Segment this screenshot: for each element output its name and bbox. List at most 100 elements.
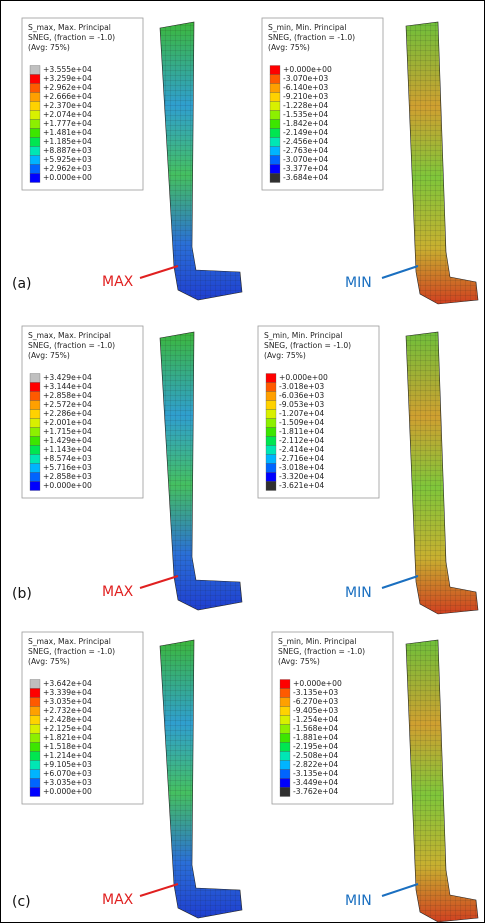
legend-swatch <box>30 147 40 156</box>
legend-label: +1.214e+04 <box>43 751 92 760</box>
legend-swatch <box>280 743 290 752</box>
legend-label: -3.377e+04 <box>283 164 328 173</box>
legend-swatch <box>30 129 40 138</box>
legend-label: -3.018e+04 <box>279 463 324 472</box>
legend-label: +3.144e+04 <box>43 382 92 391</box>
legend-swatch <box>266 455 276 464</box>
legend-label: +2.572e+04 <box>43 400 92 409</box>
legend-swatch <box>266 446 276 455</box>
legend-swatch <box>280 707 290 716</box>
legend-label: +3.642e+04 <box>43 679 92 688</box>
legend-label: -1.207e+04 <box>279 409 324 418</box>
legend-title: S_max, Max. Principal <box>28 23 111 32</box>
min-label: MIN <box>345 585 372 601</box>
legend-swatch <box>30 84 40 93</box>
legend-swatch <box>30 770 40 779</box>
fe-mesh <box>160 22 242 300</box>
legend-swatch <box>30 725 40 734</box>
legend-label: -1.509e+04 <box>279 418 324 427</box>
legend-swatch <box>30 120 40 129</box>
legend-label: +3.259e+04 <box>43 74 92 83</box>
max-arrow <box>140 266 178 278</box>
legend-swatch <box>30 464 40 473</box>
legend-swatch <box>30 392 40 401</box>
legend-swatch <box>266 392 276 401</box>
legend-title: SNEG, (fraction = -1.0) <box>268 33 355 42</box>
min-arrow <box>382 266 418 278</box>
legend-title: SNEG, (fraction = -1.0) <box>264 341 351 350</box>
legend-swatch <box>270 165 280 174</box>
legend-swatch <box>270 138 280 147</box>
legend-label: -2.508e+04 <box>293 751 338 760</box>
legend-label: +1.821e+04 <box>43 733 92 742</box>
legend-swatch <box>30 482 40 491</box>
legend-label: +6.070e+03 <box>43 769 92 778</box>
legend-swatch <box>30 716 40 725</box>
legend-label: +0.000e+00 <box>43 481 92 490</box>
min-arrow <box>382 884 418 896</box>
legend-label: +3.035e+04 <box>43 697 92 706</box>
legend-swatch <box>280 779 290 788</box>
legend-swatch <box>280 698 290 707</box>
legend-swatch <box>270 174 280 183</box>
fe-mesh <box>160 640 242 918</box>
legend-label: +5.925e+03 <box>43 155 92 164</box>
max-label: MAX <box>102 892 134 908</box>
legend-label: -9.210e+03 <box>283 92 328 101</box>
max-label: MAX <box>102 584 134 600</box>
legend-label: -2.822e+04 <box>293 760 338 769</box>
min-label: MIN <box>345 893 372 909</box>
legend-title: (Avg: 75%) <box>268 43 310 52</box>
legend-title: SNEG, (fraction = -1.0) <box>28 341 115 350</box>
legend-label: +1.143e+04 <box>43 445 92 454</box>
legend-swatch <box>270 84 280 93</box>
legend-label: -1.568e+04 <box>293 724 338 733</box>
legend-swatch <box>30 102 40 111</box>
legend-label: -1.842e+04 <box>283 119 328 128</box>
legend-label: -2.716e+04 <box>279 454 324 463</box>
legend-label: -3.070e+03 <box>283 74 328 83</box>
legend-swatch <box>30 707 40 716</box>
min-arrow <box>382 576 418 588</box>
panel-label: (a) <box>12 276 32 292</box>
legend-label: +8.574e+03 <box>43 454 92 463</box>
legend-swatch <box>270 93 280 102</box>
legend-swatch <box>280 752 290 761</box>
legend-label: -6.140e+03 <box>283 83 328 92</box>
legend-label: -2.195e+04 <box>293 742 338 751</box>
legend-swatch <box>30 174 40 183</box>
legend-label: -6.036e+03 <box>279 391 324 400</box>
legend-swatch <box>30 75 40 84</box>
legend-label: -3.449e+04 <box>293 778 338 787</box>
legend-swatch <box>270 66 280 75</box>
legend-swatch <box>280 689 290 698</box>
legend-label: -2.112e+04 <box>279 436 324 445</box>
legend-label: +0.000e+00 <box>43 173 92 182</box>
legend-swatch <box>30 111 40 120</box>
min-label: MIN <box>345 275 372 291</box>
legend-label: +0.000e+00 <box>283 65 332 74</box>
legend-label: -1.535e+04 <box>283 110 328 119</box>
legend-label: -3.762e+04 <box>293 787 338 796</box>
legend-label: +2.428e+04 <box>43 715 92 724</box>
legend-title: S_min, Min. Principal <box>264 331 342 340</box>
legend-swatch <box>270 111 280 120</box>
legend-swatch <box>30 446 40 455</box>
legend-swatch <box>266 419 276 428</box>
legend-swatch <box>270 75 280 84</box>
legend-swatch <box>266 473 276 482</box>
legend-swatch <box>280 725 290 734</box>
legend-title: S_max, Max. Principal <box>28 637 111 646</box>
legend-title: S_min, Min. Principal <box>278 637 356 646</box>
legend-swatch <box>266 374 276 383</box>
legend-label: -1.228e+04 <box>283 101 328 110</box>
legend-label: -9.405e+03 <box>293 706 338 715</box>
legend-swatch <box>30 473 40 482</box>
fe-mesh <box>406 332 478 614</box>
legend-label: -3.684e+04 <box>283 173 328 182</box>
legend-label: +2.962e+04 <box>43 83 92 92</box>
legend-label: +2.858e+03 <box>43 472 92 481</box>
legend-title: (Avg: 75%) <box>28 43 70 52</box>
legend-swatch <box>270 156 280 165</box>
legend-label: +3.035e+03 <box>43 778 92 787</box>
